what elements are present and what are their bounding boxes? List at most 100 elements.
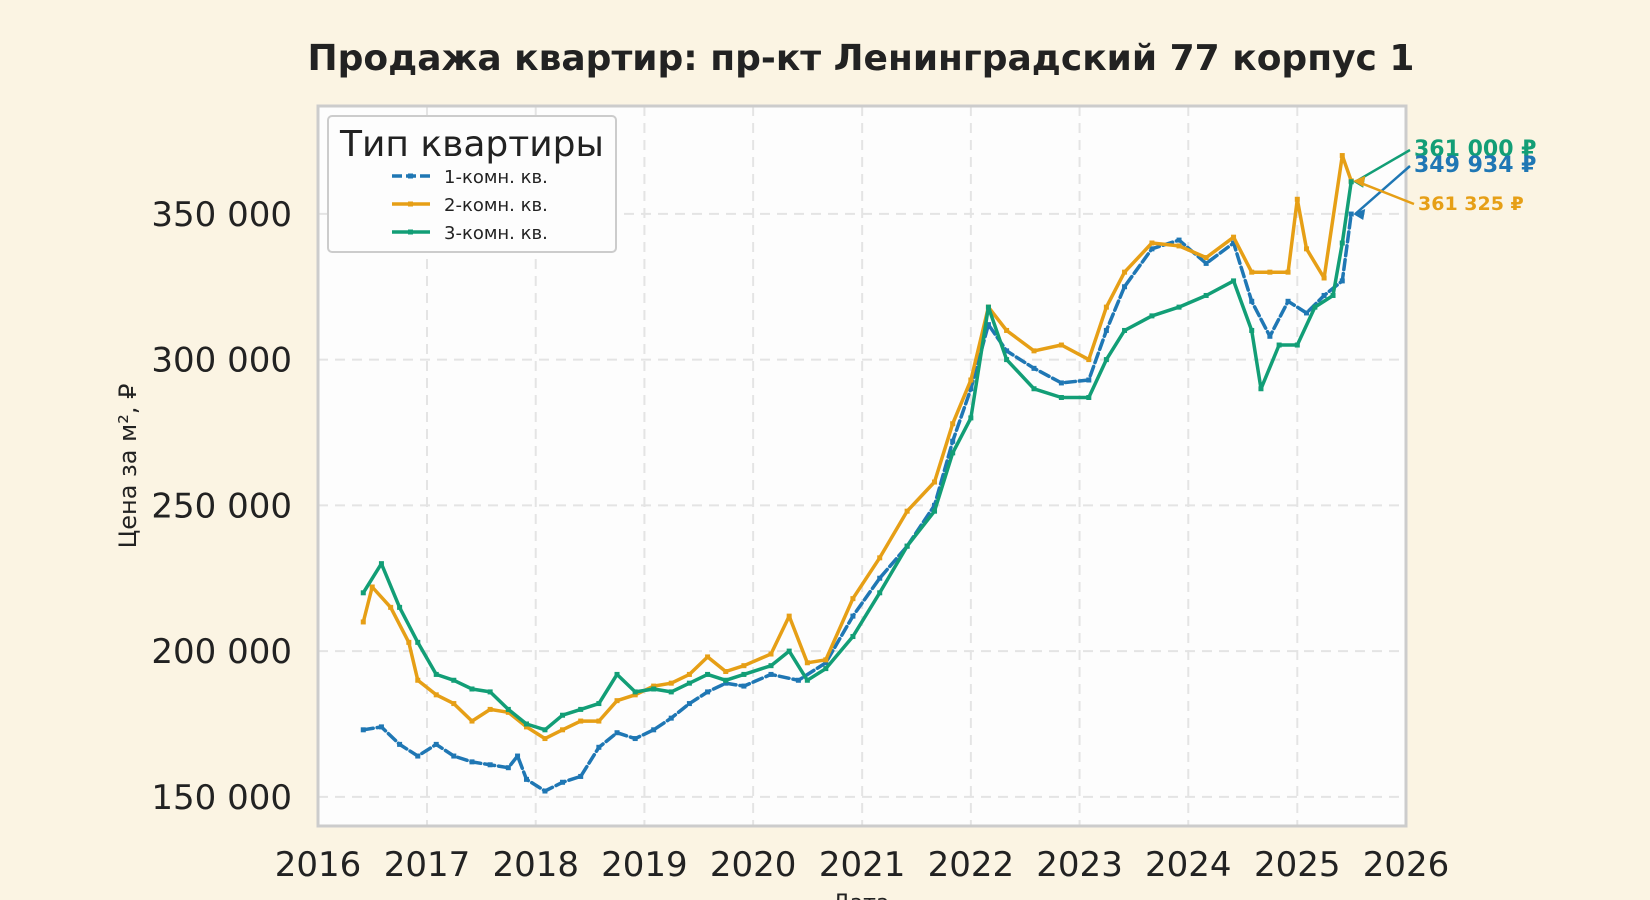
data-point	[451, 701, 457, 707]
data-point	[505, 709, 511, 715]
legend-title: Тип квартиры	[339, 124, 604, 165]
data-point	[1203, 255, 1209, 261]
data-point	[877, 555, 883, 561]
legend-label: 1-комн. кв.	[444, 167, 548, 188]
annotation-arrow	[1354, 179, 1415, 206]
data-point	[1058, 394, 1064, 400]
data-point	[741, 663, 747, 669]
data-point	[360, 727, 366, 733]
data-point	[505, 706, 511, 712]
y-axis-label: Цена за м², ₽	[114, 384, 142, 549]
annotation-arrow	[1354, 165, 1411, 215]
chart-title: Продажа квартир: пр-кт Ленинградский 77 …	[308, 38, 1415, 79]
data-point	[469, 686, 475, 692]
data-point	[1122, 327, 1128, 333]
data-point	[397, 741, 403, 747]
data-point	[406, 639, 412, 645]
data-point	[1231, 234, 1237, 240]
data-point	[804, 677, 810, 683]
data-point	[686, 701, 692, 707]
data-point	[1249, 298, 1255, 304]
x-tick-label: 2025	[1254, 845, 1341, 885]
data-point	[1149, 240, 1155, 246]
data-point	[1249, 269, 1255, 275]
data-point	[723, 677, 729, 683]
annotation-label: 361 325 ₽	[1418, 193, 1524, 215]
data-point	[705, 671, 711, 677]
legend-label: 2-комн. кв.	[444, 195, 548, 216]
data-point	[596, 701, 602, 707]
data-point	[614, 730, 620, 736]
data-point	[542, 788, 548, 794]
data-point	[795, 677, 801, 683]
data-point	[369, 584, 375, 590]
data-point	[651, 727, 657, 733]
data-point	[985, 304, 991, 310]
data-point	[1031, 386, 1037, 392]
series-1	[360, 211, 1354, 794]
data-point	[877, 590, 883, 596]
data-point	[823, 666, 829, 672]
data-point	[397, 604, 403, 610]
data-point	[786, 648, 792, 654]
data-point	[1031, 348, 1037, 354]
data-point	[1231, 278, 1237, 284]
data-point	[1285, 269, 1291, 275]
data-point	[433, 741, 439, 747]
data-point	[1122, 269, 1128, 275]
data-point	[686, 680, 692, 686]
data-point	[651, 683, 657, 689]
data-point	[768, 663, 774, 669]
data-point	[515, 753, 521, 759]
data-point	[786, 613, 792, 619]
legend-marker	[408, 201, 413, 207]
data-point	[668, 689, 674, 695]
data-point	[578, 706, 584, 712]
data-point	[1294, 196, 1300, 202]
annotation-label: 349 934 ₽	[1414, 153, 1536, 178]
data-point	[360, 619, 366, 625]
data-point	[686, 671, 692, 677]
data-point	[360, 590, 366, 596]
data-point	[1149, 246, 1155, 252]
data-point	[741, 683, 747, 689]
y-tick-label: 150 000	[151, 778, 292, 818]
data-point	[932, 508, 938, 514]
series-3	[360, 179, 1354, 733]
data-point	[904, 508, 910, 514]
x-tick-label: 2023	[1036, 845, 1123, 885]
data-point	[1304, 310, 1310, 316]
data-point	[433, 692, 439, 698]
data-point	[1339, 240, 1345, 246]
data-point	[560, 779, 566, 785]
series-2	[360, 153, 1354, 742]
data-point	[741, 671, 747, 677]
data-point	[469, 759, 475, 765]
data-point	[451, 677, 457, 683]
data-point	[415, 677, 421, 683]
data-point	[1122, 284, 1128, 290]
y-tick-label: 300 000	[151, 341, 292, 381]
data-point	[968, 415, 974, 421]
data-point	[904, 543, 910, 549]
data-point	[705, 689, 711, 695]
data-point	[614, 698, 620, 704]
data-point	[1294, 342, 1300, 348]
data-point	[1339, 278, 1345, 284]
data-point	[1086, 394, 1092, 400]
data-point	[877, 575, 883, 581]
data-point	[1321, 292, 1327, 298]
y-tick-label: 200 000	[151, 632, 292, 672]
plot-frame	[316, 104, 1408, 828]
data-point	[1348, 211, 1354, 217]
data-point	[950, 421, 956, 427]
data-point	[768, 671, 774, 677]
x-tick-label: 2026	[1363, 845, 1450, 885]
data-point	[596, 718, 602, 724]
data-point	[469, 718, 475, 724]
data-point	[1267, 269, 1273, 275]
data-point	[850, 596, 856, 602]
data-point	[1339, 153, 1345, 159]
